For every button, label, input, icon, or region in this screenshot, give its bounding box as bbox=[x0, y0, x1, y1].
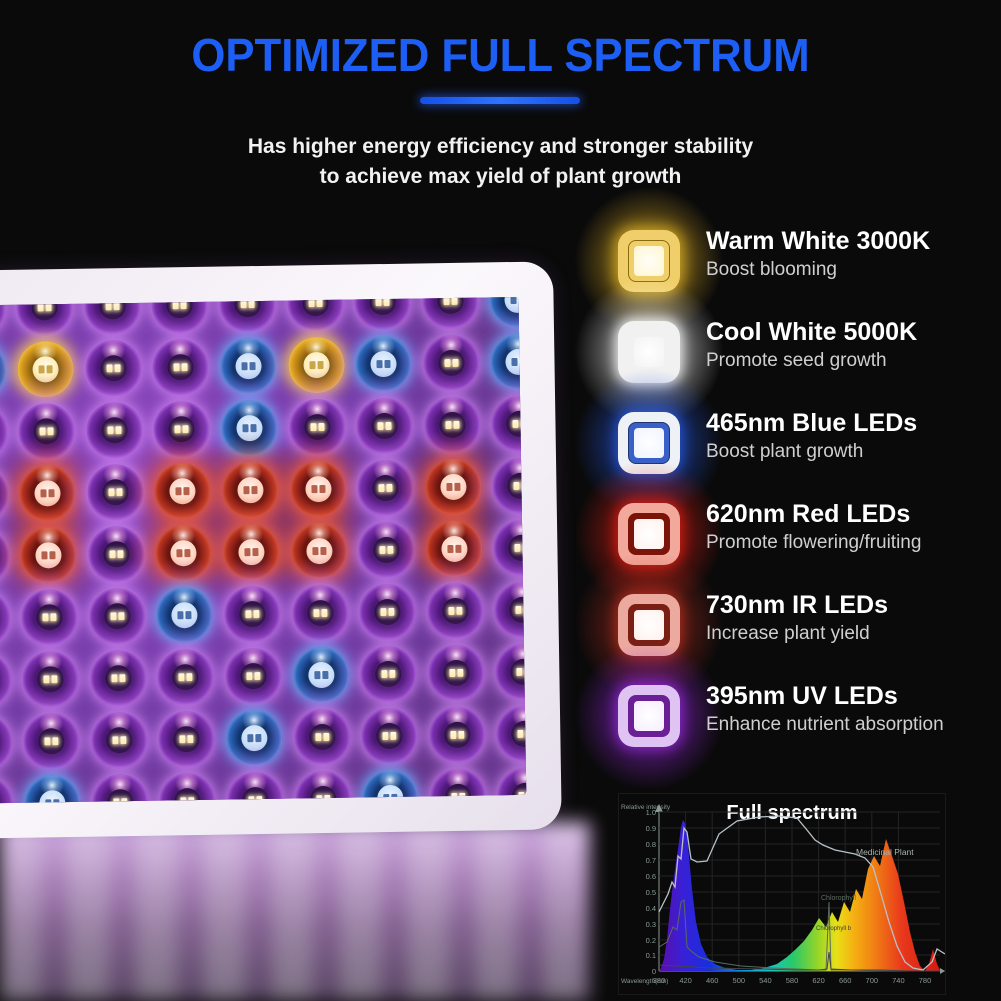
svg-text:620: 620 bbox=[812, 976, 825, 985]
svg-text:0.1: 0.1 bbox=[646, 951, 656, 960]
svg-text:Chlorophyll: Chlorophyll bbox=[821, 895, 856, 902]
svg-text:420: 420 bbox=[679, 976, 692, 985]
svg-text:Chlorophyll b: Chlorophyll b bbox=[816, 926, 852, 932]
svg-text:0.6: 0.6 bbox=[646, 872, 656, 881]
svg-text:580: 580 bbox=[786, 976, 799, 985]
svg-text:460: 460 bbox=[706, 976, 719, 985]
svg-text:Medicinal Plant: Medicinal Plant bbox=[856, 847, 914, 857]
svg-text:660: 660 bbox=[839, 976, 852, 985]
svg-text:700: 700 bbox=[866, 976, 879, 985]
svg-text:0.2: 0.2 bbox=[646, 936, 656, 945]
svg-text:380: 380 bbox=[653, 976, 666, 985]
svg-text:780: 780 bbox=[919, 976, 932, 985]
svg-text:740: 740 bbox=[892, 976, 905, 985]
svg-text:500: 500 bbox=[733, 976, 746, 985]
svg-text:0.3: 0.3 bbox=[646, 920, 656, 929]
svg-text:0.4: 0.4 bbox=[646, 904, 656, 913]
svg-text:0.8: 0.8 bbox=[646, 840, 656, 849]
svg-text:0.5: 0.5 bbox=[646, 888, 656, 897]
svg-text:Relative intensity: Relative intensity bbox=[621, 804, 671, 811]
svg-text:0: 0 bbox=[652, 967, 656, 976]
svg-text:0.9: 0.9 bbox=[646, 824, 656, 833]
svg-text:540: 540 bbox=[759, 976, 772, 985]
svg-text:0.7: 0.7 bbox=[646, 856, 656, 865]
